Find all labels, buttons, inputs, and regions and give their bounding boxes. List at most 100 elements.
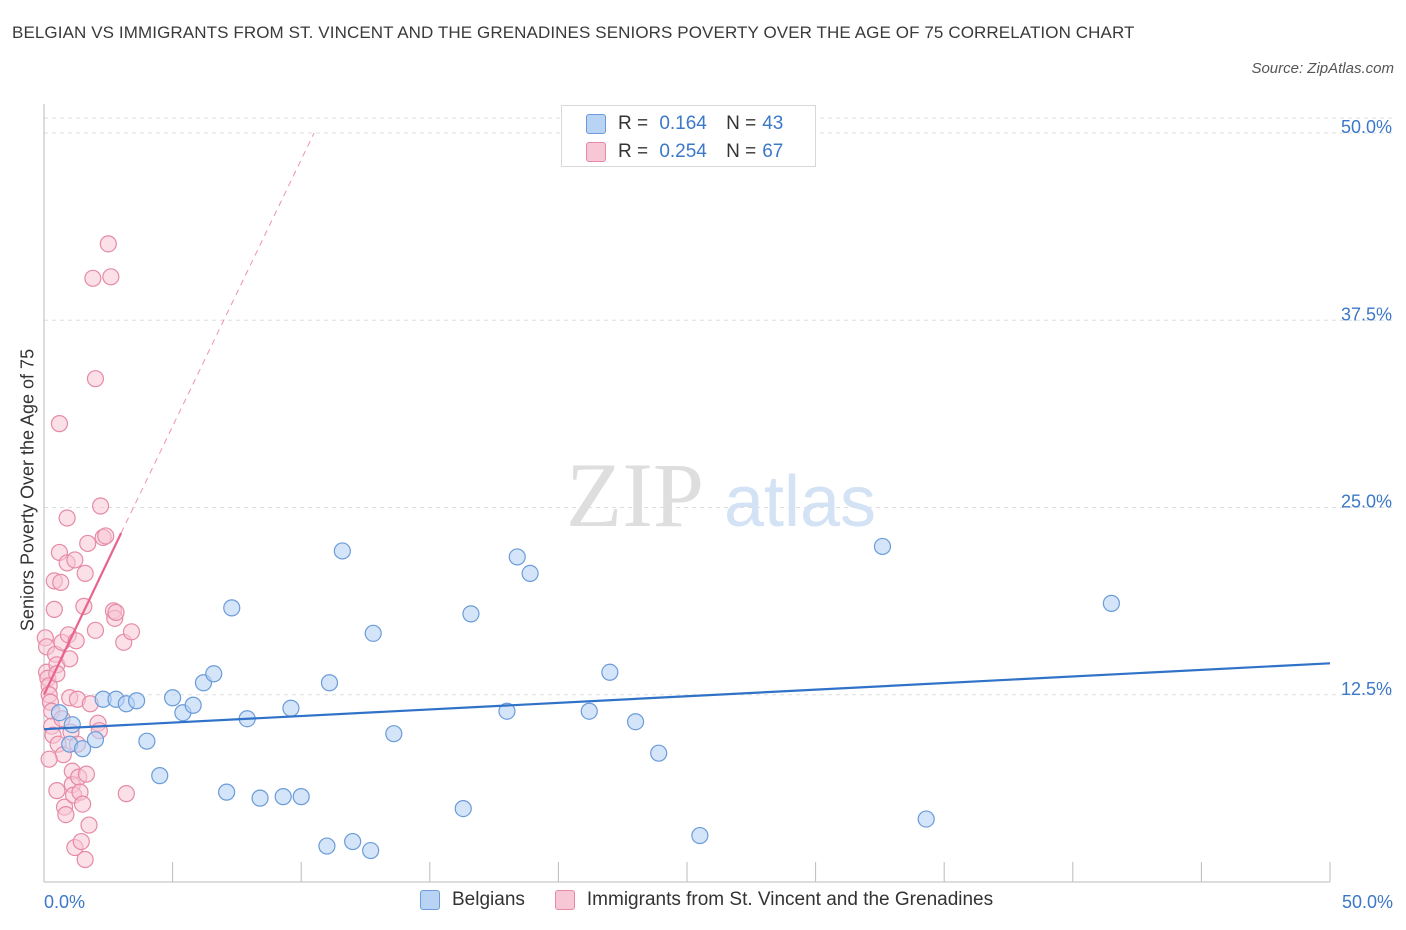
data-point-belgians — [223, 599, 241, 617]
legend-item-immigrants[interactable]: Immigrants from St. Vincent and the Gren… — [554, 889, 994, 911]
pink-swatch-icon — [554, 890, 575, 910]
data-point-immigrants — [97, 527, 115, 545]
data-point-belgians — [362, 841, 380, 860]
data-point-immigrants — [84, 269, 102, 287]
data-point-belgians — [218, 783, 236, 801]
data-point-immigrants — [73, 795, 92, 813]
data-point-belgians — [454, 799, 472, 818]
data-point-belgians — [691, 826, 709, 845]
data-point-immigrants — [86, 621, 105, 639]
n-value-belgians: 43 — [762, 113, 784, 134]
data-point-belgians — [318, 837, 336, 855]
data-point-immigrants — [117, 785, 135, 803]
data-point-immigrants — [91, 497, 110, 515]
n-label: N = — [726, 141, 757, 162]
data-point-belgians — [364, 624, 382, 642]
data-point-belgians — [86, 731, 105, 749]
trend-line-belgians — [43, 662, 1331, 731]
watermark-atlas: atlas — [724, 462, 876, 542]
data-point-immigrants — [99, 235, 117, 253]
data-point-immigrants — [58, 509, 76, 527]
legend-row-belgians: R = 0.164 N = 43 — [586, 110, 783, 138]
data-point-belgians — [580, 702, 598, 720]
data-point-immigrants — [79, 534, 97, 553]
data-point-belgians — [127, 692, 146, 710]
data-point-belgians — [205, 665, 223, 683]
watermark-zip: ZIP — [566, 444, 704, 546]
data-point-belgians — [73, 740, 92, 758]
correlation-legend: R = 0.164 N = 43 R = 0.254 N = 67 — [561, 105, 816, 167]
watermark: ZIP atlas — [566, 444, 876, 546]
grid-layer — [44, 117, 1392, 696]
r-label: R = — [618, 141, 649, 162]
data-point-belgians — [292, 788, 310, 806]
data-point-belgians — [138, 732, 156, 750]
data-point-immigrants — [66, 551, 84, 569]
data-point-belgians — [320, 674, 339, 692]
n-label: N = — [726, 113, 757, 134]
data-point-belgians — [1102, 594, 1120, 612]
data-point-immigrants — [72, 832, 90, 851]
data-point-immigrants — [86, 370, 105, 388]
legend-label-belgians: Belgians — [452, 889, 525, 910]
y-tick-label: 37.5% — [1341, 304, 1392, 324]
data-point-belgians — [873, 537, 892, 556]
y-tick-label: 12.5% — [1341, 679, 1392, 699]
data-point-belgians — [917, 810, 935, 828]
y-tick-label: 25.0% — [1341, 492, 1392, 512]
data-point-belgians — [521, 564, 539, 583]
data-point-immigrants — [102, 268, 120, 286]
data-point-immigrants — [107, 603, 125, 621]
blue-swatch-icon — [586, 114, 606, 134]
pink-swatch-icon — [586, 142, 606, 162]
data-point-belgians — [282, 699, 300, 717]
data-point-belgians — [50, 704, 69, 722]
n-value-immigrants: 67 — [762, 141, 784, 162]
series-legend: Belgians Immigrants from St. Vincent and… — [420, 889, 1023, 911]
data-point-belgians — [251, 789, 269, 807]
data-point-immigrants — [77, 765, 96, 783]
legend-item-belgians[interactable]: Belgians — [420, 889, 525, 911]
legend-label-immigrants: Immigrants from St. Vincent and the Gren… — [586, 889, 994, 910]
data-point-belgians — [344, 832, 362, 851]
data-point-immigrants — [76, 564, 94, 583]
legend-row-immigrants: R = 0.254 N = 67 — [586, 138, 783, 166]
data-point-immigrants — [57, 805, 75, 824]
y-axis-title: Seniors Poverty Over the Age of 75 — [17, 348, 38, 632]
r-value-immigrants: 0.254 — [659, 141, 707, 162]
data-point-immigrants — [122, 623, 141, 641]
data-point-belgians — [164, 689, 182, 707]
data-point-belgians — [63, 716, 81, 734]
chart-title: BELGIAN VS IMMIGRANTS FROM ST. VINCENT A… — [12, 23, 1135, 42]
data-point-belgians — [498, 702, 516, 720]
trend-line-immigrants — [43, 532, 123, 696]
data-point-belgians — [151, 767, 169, 785]
trend-layer — [43, 132, 1331, 731]
data-point-immigrants — [50, 415, 69, 433]
data-point-belgians — [184, 696, 202, 714]
data-point-belgians — [508, 548, 526, 566]
data-point-immigrants — [76, 850, 94, 869]
data-point-belgians — [650, 744, 668, 762]
x-tick-label: 0.0% — [44, 892, 85, 912]
x-tick-label: 50.0% — [1342, 892, 1393, 912]
tick-labels: 12.5% 25.0% 37.5% 50.0% 0.0% 50.0% — [44, 117, 1393, 912]
data-point-immigrants — [45, 600, 63, 618]
data-point-belgians — [462, 605, 480, 623]
data-point-belgians — [333, 542, 351, 560]
data-point-immigrants — [52, 573, 70, 592]
data-point-belgians — [385, 725, 403, 743]
r-label: R = — [618, 113, 649, 134]
data-point-immigrants — [48, 782, 66, 800]
points-layer — [36, 235, 1120, 869]
data-point-immigrants — [40, 750, 58, 768]
blue-swatch-icon — [420, 890, 440, 910]
source-label: Source: ZipAtlas.com — [1251, 60, 1394, 77]
data-point-belgians — [274, 788, 292, 806]
data-point-immigrants — [80, 816, 98, 834]
r-value-belgians: 0.164 — [659, 113, 707, 134]
data-point-belgians — [626, 713, 645, 731]
y-tick-label: 50.0% — [1341, 117, 1392, 137]
data-point-belgians — [601, 663, 619, 681]
